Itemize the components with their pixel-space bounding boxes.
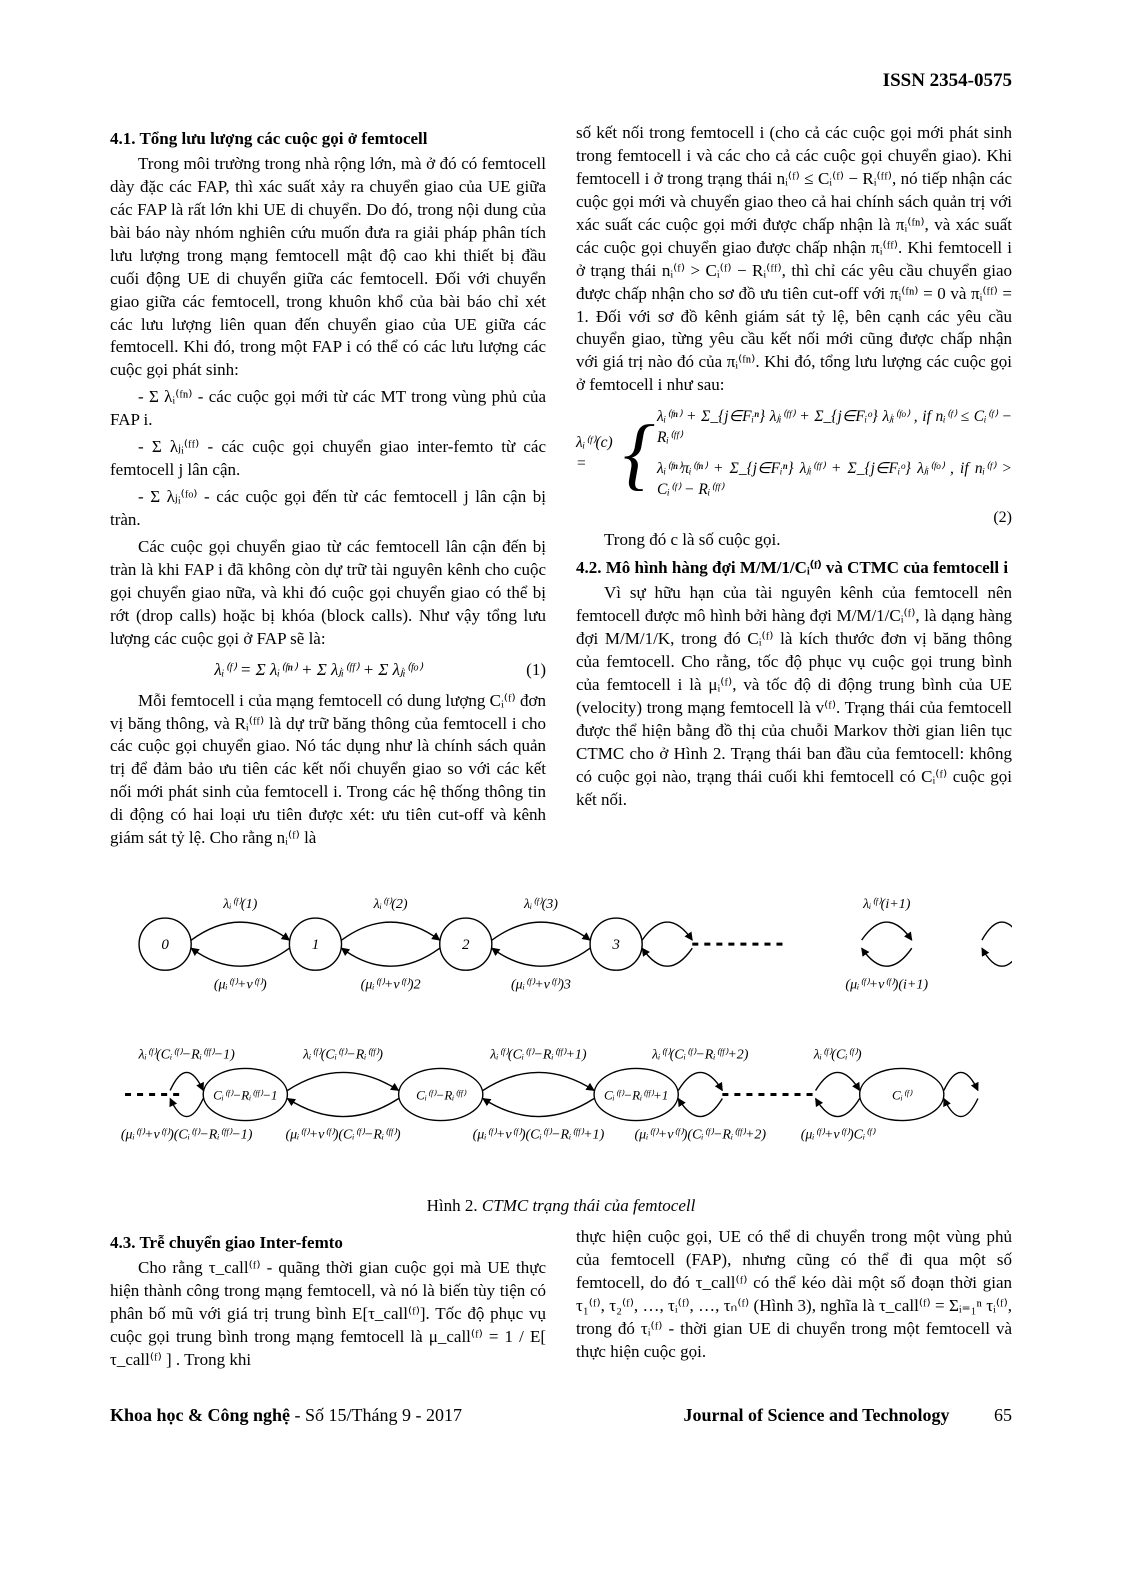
svg-text:(μᵢ⁽ᶠ⁾+v⁽ᶠ⁾)3: (μᵢ⁽ᶠ⁾+v⁽ᶠ⁾)3 — [511, 976, 571, 992]
equation-1-number: (1) — [526, 659, 546, 682]
svg-text:λᵢ⁽ᶠ⁾(Cᵢ⁽ᶠ⁾−Rᵢ⁽ᶠᶠ⁾): λᵢ⁽ᶠ⁾(Cᵢ⁽ᶠ⁾−Rᵢ⁽ᶠᶠ⁾) — [302, 1047, 383, 1063]
page-footer: Khoa học & Công nghệ - Số 15/Tháng 9 - 2… — [110, 1405, 1012, 1426]
page: ISSN 2354-0575 4.1. Tổng lưu lượng các c… — [0, 0, 1122, 1466]
svg-text:Cᵢ⁽ᶠ⁾−Rᵢ⁽ᶠᶠ⁾+1: Cᵢ⁽ᶠ⁾−Rᵢ⁽ᶠᶠ⁾+1 — [604, 1088, 668, 1103]
ctmc-diagram: 0 1 2 3 λᵢ⁽ᶠ⁾(1) (μᵢ⁽ᶠ⁾+v⁽ᶠ⁾) λᵢ⁽ᶠ⁾(2) (μᵢ⁽ᶠ⁾+v… — [110, 874, 1012, 1185]
equation-1-body: λᵢ⁽ᶠ⁾ = Σ λᵢ⁽ᶠⁿ⁾ + Σ λⱼᵢ⁽ᶠᶠ⁾ + Σ λⱼᵢ⁽ᶠᵒ⁾ — [214, 660, 422, 679]
column-right: số kết nối trong femtocell i (cho cả các… — [576, 122, 1012, 854]
equation-2-brace: { — [623, 422, 655, 486]
figure-2-caption-lead: Hình 2. — [427, 1196, 482, 1215]
para-where-c: Trong đó c là số cuộc gọi. — [576, 529, 1012, 552]
svg-text:2: 2 — [462, 937, 470, 953]
svg-text:Cᵢ⁽ᶠ⁾−Rᵢ⁽ᶠᶠ⁾−1: Cᵢ⁽ᶠ⁾−Rᵢ⁽ᶠᶠ⁾−1 — [213, 1088, 277, 1103]
svg-text:(μᵢ⁽ᶠ⁾+v⁽ᶠ⁾)2: (μᵢ⁽ᶠ⁾+v⁽ᶠ⁾)2 — [361, 976, 421, 992]
svg-text:3: 3 — [611, 937, 620, 953]
figure-2-caption-body: CTMC trạng thái của femtocell — [482, 1196, 695, 1215]
svg-text:λᵢ⁽ᶠ⁾(Cᵢ⁽ᶠ⁾−Rᵢ⁽ᶠᶠ⁾+2): λᵢ⁽ᶠ⁾(Cᵢ⁽ᶠ⁾−Rᵢ⁽ᶠᶠ⁾+2) — [651, 1047, 749, 1063]
svg-text:(μᵢ⁽ᶠ⁾+v⁽ᶠ⁾)(Cᵢ⁽ᶠ⁾−Rᵢ⁽ᶠᶠ⁾+2): (μᵢ⁽ᶠ⁾+v⁽ᶠ⁾)(Cᵢ⁽ᶠ⁾−Rᵢ⁽ᶠᶠ⁾+2) — [635, 1127, 767, 1143]
footer-issue: - Số 15/Tháng 9 - 2017 — [290, 1405, 462, 1425]
svg-text:λᵢ⁽ᶠ⁾(Cᵢ⁽ᶠ⁾−Rᵢ⁽ᶠᶠ⁾−1): λᵢ⁽ᶠ⁾(Cᵢ⁽ᶠ⁾−Rᵢ⁽ᶠᶠ⁾−1) — [138, 1047, 236, 1063]
svg-text:λᵢ⁽ᶠ⁾(i+1): λᵢ⁽ᶠ⁾(i+1) — [862, 896, 911, 912]
svg-text:(μᵢ⁽ᶠ⁾+v⁽ᶠ⁾)(Cᵢ⁽ᶠ⁾−Rᵢ⁽ᶠᶠ⁾−1): (μᵢ⁽ᶠ⁾+v⁽ᶠ⁾)(Cᵢ⁽ᶠ⁾−Rᵢ⁽ᶠᶠ⁾−1) — [121, 1127, 253, 1143]
svg-text:0: 0 — [161, 937, 169, 953]
para-capacity: Mỗi femtocell i của mạng femtocell có du… — [110, 690, 546, 851]
lower-columns: 4.3. Trễ chuyển giao Inter-femto Cho rằn… — [110, 1226, 1012, 1376]
upper-columns: 4.1. Tổng lưu lượng các cuộc gọi ở femto… — [110, 122, 1012, 854]
figure-2-caption: Hình 2. CTMC trạng thái của femtocell — [110, 1196, 1012, 1216]
svg-text:λᵢ⁽ᶠ⁾(Cᵢ⁽ᶠ⁾−Rᵢ⁽ᶠᶠ⁾+1): λᵢ⁽ᶠ⁾(Cᵢ⁽ᶠ⁾−Rᵢ⁽ᶠᶠ⁾+1) — [489, 1047, 587, 1063]
heading-4-2: 4.2. Mô hình hàng đợi M/M/1/Cᵢ⁽ᶠ⁾ và CTM… — [576, 557, 1012, 580]
footer-left: Khoa học & Công nghệ - Số 15/Tháng 9 - 2… — [110, 1405, 462, 1426]
bullet-ff: - Σ λⱼᵢ⁽ᶠᶠ⁾ - các cuộc gọi chuyển giao i… — [110, 436, 546, 482]
svg-text:λᵢ⁽ᶠ⁾(2): λᵢ⁽ᶠ⁾(2) — [373, 896, 408, 912]
svg-text:(μᵢ⁽ᶠ⁾+v⁽ᶠ⁾)Cᵢ⁽ᶠ⁾: (μᵢ⁽ᶠ⁾+v⁽ᶠ⁾)Cᵢ⁽ᶠ⁾ — [801, 1127, 876, 1143]
para-4-1-intro: Trong môi trường trong nhà rộng lớn, mà … — [110, 153, 546, 382]
svg-text:Cᵢ⁽ᶠ⁾−Rᵢ⁽ᶠᶠ⁾: Cᵢ⁽ᶠ⁾−Rᵢ⁽ᶠᶠ⁾ — [416, 1088, 467, 1103]
figure-2: 0 1 2 3 λᵢ⁽ᶠ⁾(1) (μᵢ⁽ᶠ⁾+v⁽ᶠ⁾) λᵢ⁽ᶠ⁾(2) (μᵢ⁽ᶠ⁾+v… — [110, 874, 1012, 1216]
para-right-cont: số kết nối trong femtocell i (cho cả các… — [576, 122, 1012, 397]
svg-text:λᵢ⁽ᶠ⁾(3): λᵢ⁽ᶠ⁾(3) — [523, 896, 558, 912]
equation-2: λᵢ⁽ᶠ⁾(c) = { λᵢ⁽ᶠⁿ⁾ + Σ_{j∈Fᵢⁿ} λⱼᵢ⁽ᶠᶠ⁾ … — [576, 407, 1012, 501]
svg-text:(μᵢ⁽ᶠ⁾+v⁽ᶠ⁾)(i+1): (μᵢ⁽ᶠ⁾+v⁽ᶠ⁾)(i+1) — [845, 976, 928, 992]
bullet-fn: - Σ λᵢ⁽ᶠⁿ⁾ - các cuộc gọi mới từ các MT … — [110, 386, 546, 432]
equation-2-number: (2) — [576, 507, 1012, 529]
footer-journal-vi: Khoa học & Công nghệ — [110, 1405, 290, 1425]
bullet-fo: - Σ λⱼᵢ⁽ᶠᵒ⁾ - các cuộc gọi đến từ các fe… — [110, 486, 546, 532]
para-4-3-right: thực hiện cuộc gọi, UE có thể di chuyển … — [576, 1226, 1012, 1364]
footer-right: Journal of Science and Technology 65 — [683, 1405, 1012, 1426]
heading-4-3: 4.3. Trễ chuyển giao Inter-femto — [110, 1232, 546, 1255]
heading-4-1: 4.1. Tổng lưu lượng các cuộc gọi ở femto… — [110, 128, 546, 151]
svg-text:Cᵢ⁽ᶠ⁾: Cᵢ⁽ᶠ⁾ — [892, 1088, 913, 1103]
svg-text:(μᵢ⁽ᶠ⁾+v⁽ᶠ⁾)(Cᵢ⁽ᶠ⁾−Rᵢ⁽ᶠᶠ⁾): (μᵢ⁽ᶠ⁾+v⁽ᶠ⁾)(Cᵢ⁽ᶠ⁾−Rᵢ⁽ᶠᶠ⁾) — [285, 1127, 400, 1143]
column-left: 4.1. Tổng lưu lượng các cuộc gọi ở femto… — [110, 122, 546, 854]
svg-text:(μᵢ⁽ᶠ⁾+v⁽ᶠ⁾): (μᵢ⁽ᶠ⁾+v⁽ᶠ⁾) — [214, 976, 267, 992]
column-left-lower: 4.3. Trễ chuyển giao Inter-femto Cho rằn… — [110, 1226, 546, 1376]
svg-text:λᵢ⁽ᶠ⁾(Cᵢ⁽ᶠ⁾): λᵢ⁽ᶠ⁾(Cᵢ⁽ᶠ⁾) — [813, 1047, 862, 1063]
column-right-lower: thực hiện cuộc gọi, UE có thể di chuyển … — [576, 1226, 1012, 1376]
svg-text:1: 1 — [312, 937, 320, 953]
equation-1: λᵢ⁽ᶠ⁾ = Σ λᵢ⁽ᶠⁿ⁾ + Σ λⱼᵢ⁽ᶠᶠ⁾ + Σ λⱼᵢ⁽ᶠᵒ⁾… — [110, 659, 546, 682]
page-number: 65 — [994, 1405, 1012, 1425]
svg-text:λᵢ⁽ᶠ⁾(1): λᵢ⁽ᶠ⁾(1) — [222, 896, 257, 912]
svg-text:(μᵢ⁽ᶠ⁾+v⁽ᶠ⁾)(Cᵢ⁽ᶠ⁾−Rᵢ⁽ᶠᶠ⁾+1): (μᵢ⁽ᶠ⁾+v⁽ᶠ⁾)(Cᵢ⁽ᶠ⁾−Rᵢ⁽ᶠᶠ⁾+1) — [473, 1127, 605, 1143]
equation-2-lhs: λᵢ⁽ᶠ⁾(c) = — [576, 433, 621, 475]
para-4-2: Vì sự hữu hạn của tài nguyên kênh của fe… — [576, 582, 1012, 811]
footer-journal-en: Journal of Science and Technology — [683, 1405, 949, 1425]
issn-header: ISSN 2354-0575 — [110, 70, 1012, 92]
equation-2-case1: λᵢ⁽ᶠⁿ⁾ + Σ_{j∈Fᵢⁿ} λⱼᵢ⁽ᶠᶠ⁾ + Σ_{j∈Fᵢᵒ} λ… — [657, 407, 1012, 449]
para-overflow: Các cuộc gọi chuyển giao từ các femtocel… — [110, 536, 546, 651]
para-4-3-left: Cho rằng τ_call⁽ᶠ⁾ - quãng thời gian cuộ… — [110, 1257, 546, 1372]
equation-2-case2: λᵢ⁽ᶠⁿ⁾πᵢ⁽ᶠⁿ⁾ + Σ_{j∈Fᵢⁿ} λⱼᵢ⁽ᶠᶠ⁾ + Σ_{j∈… — [657, 459, 1012, 501]
